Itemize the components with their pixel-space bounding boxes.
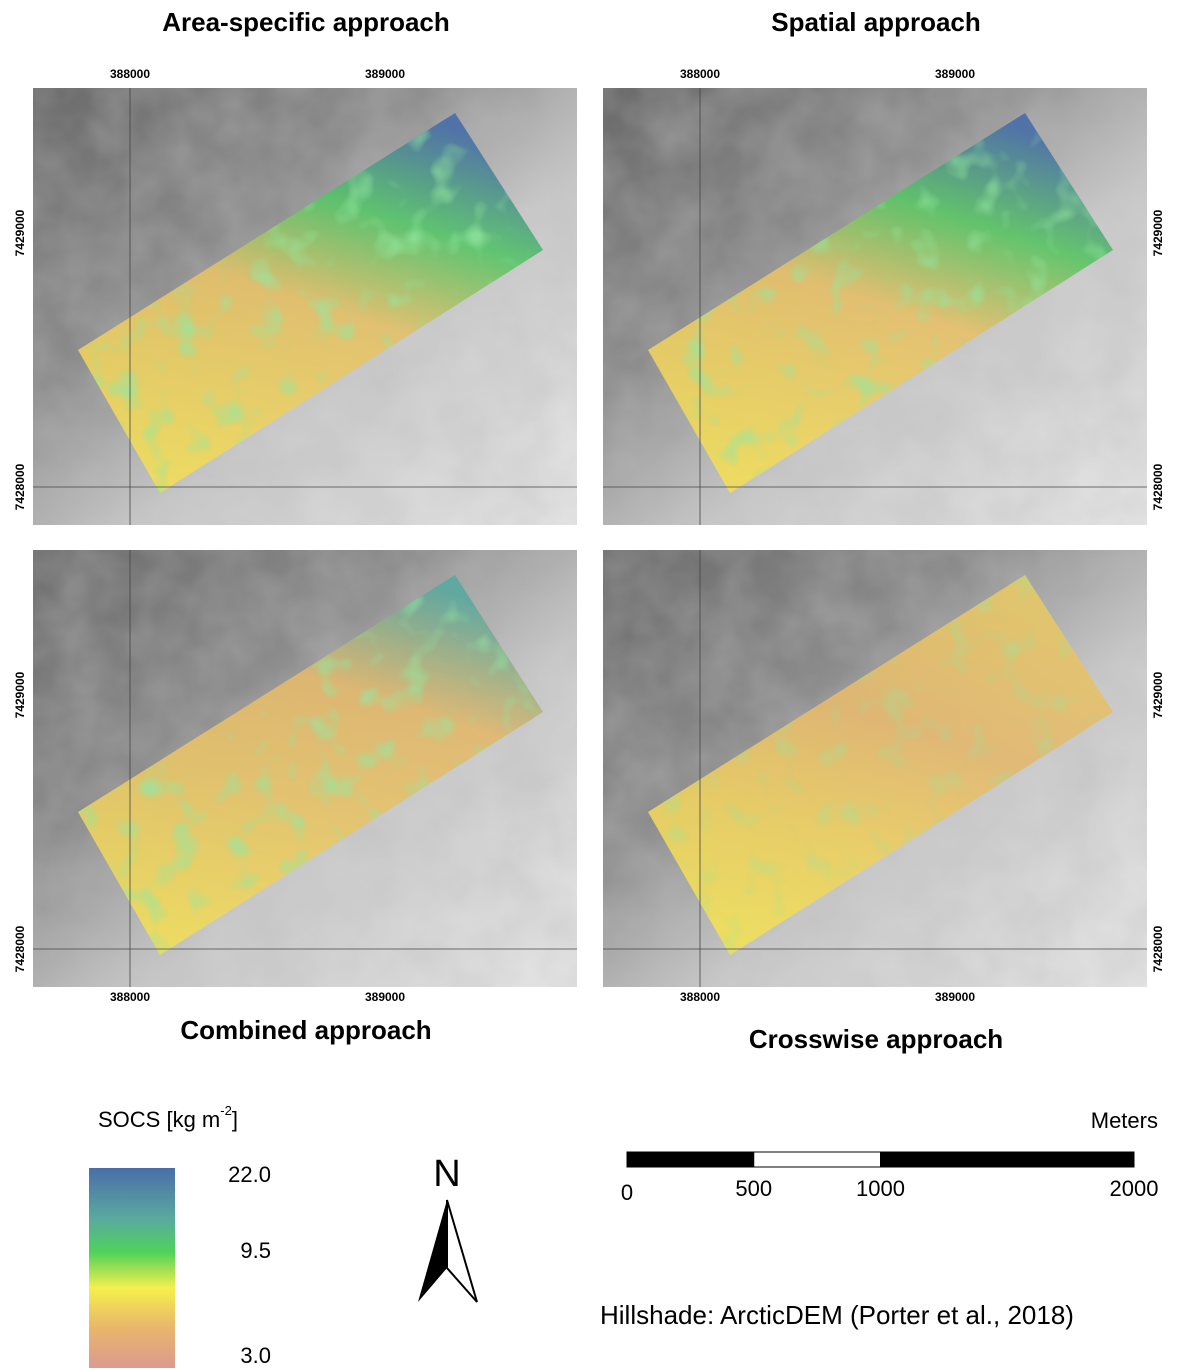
y-tick-label: 7428000 (1151, 925, 1165, 972)
x-tick-label: 388000 (110, 67, 150, 81)
x-tick-label: 389000 (935, 67, 975, 81)
x-tick-label: 388000 (680, 990, 720, 1004)
y-tick-label: 7429000 (1151, 209, 1165, 256)
scale-unit: Meters (1091, 1108, 1158, 1133)
y-tick-label: 7428000 (13, 925, 27, 972)
scale-segment (627, 1152, 754, 1167)
credit: Hillshade: ArcticDEM (Porter et al., 201… (600, 1300, 1074, 1330)
panel-title: Crosswise approach (749, 1024, 1003, 1054)
panel-title: Spatial approach (771, 7, 981, 37)
north-arrow: N (418, 1153, 477, 1302)
legend-title-end: ] (232, 1107, 238, 1132)
map-panel: Combined approach 388000 389000 7429000 7428… (13, 550, 577, 1045)
map-content (603, 550, 1147, 987)
map-content (33, 88, 577, 525)
legend-title-sup: -2 (220, 1103, 232, 1118)
legend-title-text: SOCS [kg m (98, 1107, 220, 1132)
map-panel: Area-specific approach 388000 389000 742900… (13, 7, 577, 525)
panel-title: Combined approach (180, 1015, 431, 1045)
map-content (603, 88, 1147, 525)
x-tick-label: 388000 (110, 990, 150, 1004)
scale-bar: Meters 0 500 1000 2000 (621, 1108, 1159, 1205)
panel-title: Area-specific approach (162, 7, 450, 37)
scale-segment (881, 1152, 1135, 1167)
legend: SOCS [kg m-2] 22.0 9.5 3.0 (89, 1103, 271, 1368)
scale-label: 2000 (1110, 1176, 1159, 1201)
scale-label: 0 (621, 1180, 633, 1205)
y-tick-label: 7429000 (13, 209, 27, 256)
legend-label: 3.0 (240, 1343, 271, 1368)
map-content (33, 550, 577, 987)
scale-label: 1000 (856, 1176, 905, 1201)
legend-title: SOCS [kg m-2] (98, 1103, 238, 1131)
y-tick-label: 7429000 (13, 671, 27, 718)
map-panel: Spatial approach 388000 389000 7429000 74280… (603, 7, 1165, 525)
arrow-right (447, 1200, 477, 1302)
arrow-left (418, 1200, 447, 1302)
legend-label: 9.5 (240, 1238, 271, 1263)
x-tick-label: 389000 (365, 990, 405, 1004)
scale-segment (754, 1152, 881, 1167)
north-label: N (433, 1153, 460, 1195)
scale-label: 500 (735, 1176, 772, 1201)
x-tick-label: 389000 (365, 67, 405, 81)
color-ramp (89, 1168, 175, 1368)
y-tick-label: 7428000 (1151, 463, 1165, 510)
legend-label: 22.0 (228, 1162, 271, 1187)
map-panel: Crosswise approach 388000 389000 7429000 742… (603, 550, 1165, 1054)
y-tick-label: 7429000 (1151, 671, 1165, 718)
y-tick-label: 7428000 (13, 463, 27, 510)
figure: Area-specific approach 388000 389000 742900… (0, 0, 1177, 1370)
x-tick-label: 388000 (680, 67, 720, 81)
x-tick-label: 389000 (935, 990, 975, 1004)
map-panels: Area-specific approach 388000 389000 742900… (13, 7, 1165, 1054)
